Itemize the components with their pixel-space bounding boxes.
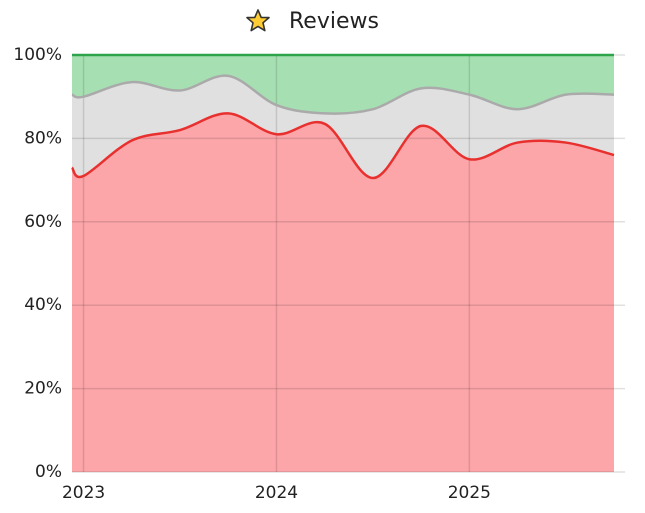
y-tick-label: 100% — [13, 45, 62, 65]
line — [70, 112, 615, 180]
title-icon — [246, 9, 270, 32]
x-tick-label: 2024 — [255, 483, 298, 503]
chart-title: Reviews — [289, 9, 379, 34]
x-tick-label: 2025 — [448, 483, 491, 503]
line — [71, 74, 615, 115]
area — [72, 75, 614, 179]
y-tick-label: 20% — [24, 379, 62, 399]
area — [72, 55, 614, 114]
y-tick-label: 40% — [24, 295, 62, 315]
area — [72, 113, 614, 472]
y-tick-label: 0% — [35, 462, 62, 482]
x-tick-label: 2023 — [62, 483, 105, 503]
y-tick-label: 80% — [24, 128, 62, 148]
y-tick-label: 60% — [24, 212, 62, 232]
